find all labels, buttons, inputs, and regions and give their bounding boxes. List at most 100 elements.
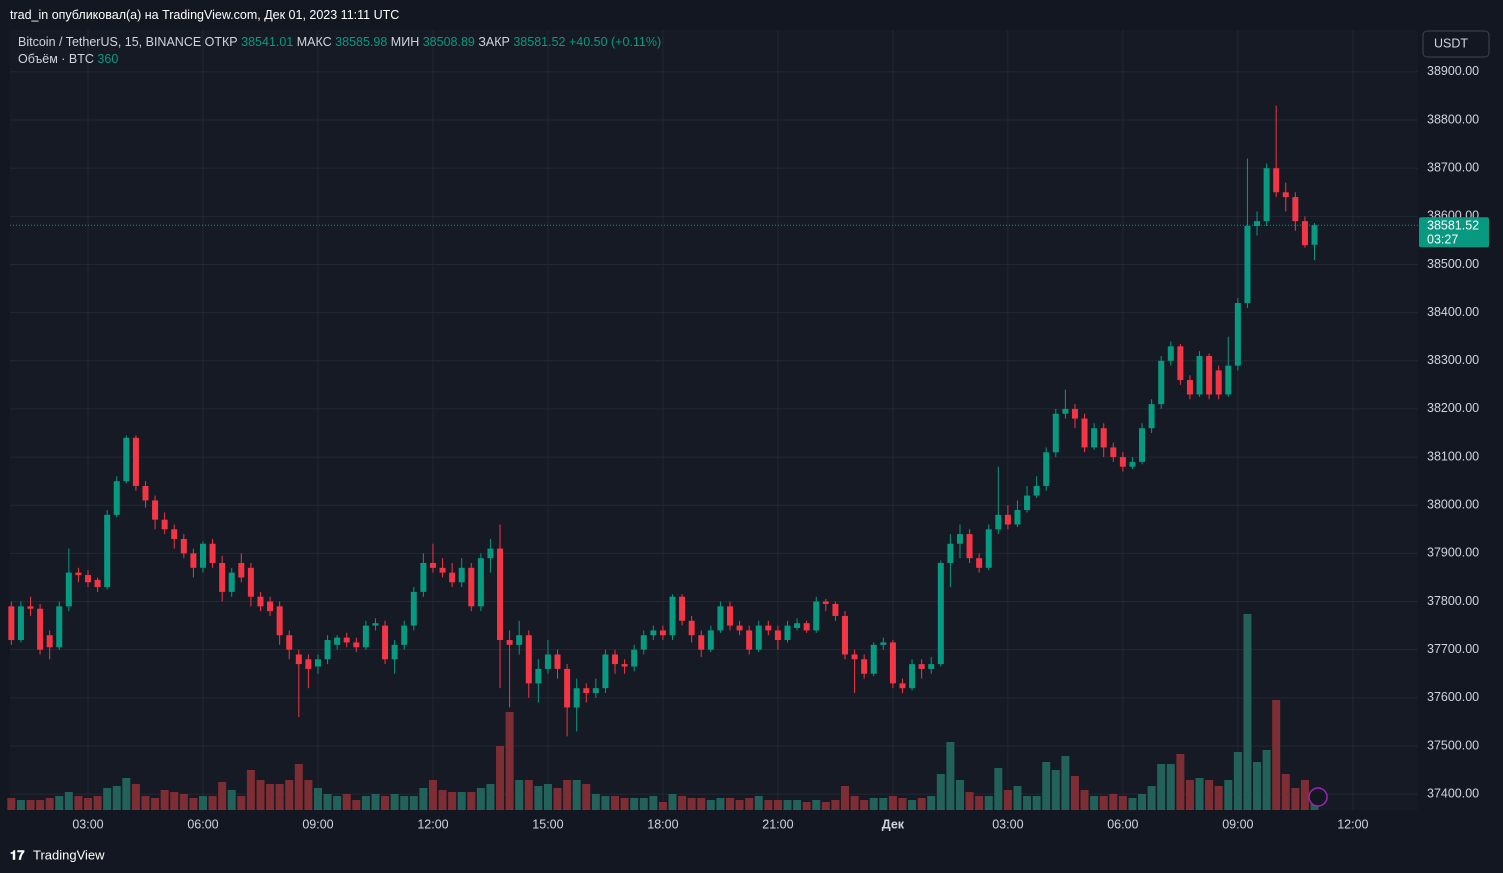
y-tick-label: 37700.00 — [1427, 642, 1479, 656]
volume-bar — [1003, 790, 1012, 810]
volume-bar — [381, 796, 390, 810]
volume-bar — [649, 796, 658, 810]
candle-body — [1273, 168, 1280, 193]
volume-bar — [1243, 614, 1252, 810]
candle-body — [956, 534, 963, 544]
volume-bar — [198, 796, 207, 810]
candle-body — [123, 437, 130, 482]
legend-item: ЗАКР — [478, 35, 510, 49]
volume-bar — [908, 800, 917, 810]
volume-bar — [323, 794, 332, 810]
currency-button[interactable] — [1422, 30, 1490, 58]
volume-bar — [313, 788, 322, 810]
volume-bar — [591, 794, 600, 810]
y-tick-label: 38300.00 — [1427, 353, 1479, 367]
volume-bar — [764, 800, 773, 810]
volume-bar — [1061, 756, 1070, 810]
candle-body — [94, 579, 101, 588]
candle-body — [659, 630, 666, 636]
candle-body — [535, 668, 542, 684]
volume-bar — [74, 796, 83, 810]
volume-bar — [840, 786, 849, 810]
volume-bar — [266, 784, 275, 810]
candle-body — [1177, 346, 1184, 381]
volume-bar — [869, 798, 878, 810]
candle-body — [1263, 168, 1270, 222]
y-tick-label: 37600.00 — [1427, 690, 1479, 704]
volume-bar — [515, 780, 524, 810]
candle-body — [1254, 221, 1261, 226]
volume-bar — [122, 778, 131, 810]
x-tick-label: 06:00 — [187, 817, 218, 831]
candle-body — [468, 567, 475, 607]
candle-body — [650, 630, 657, 636]
volume-bar — [7, 798, 16, 810]
candle-body — [937, 563, 944, 665]
candle-body — [1119, 457, 1126, 467]
volume-bar — [1138, 794, 1147, 810]
volume-bar — [706, 800, 715, 810]
volume-bar — [1051, 770, 1060, 810]
legend-item: 38585.98 — [335, 35, 387, 49]
candle-body — [640, 635, 647, 650]
candle-body — [861, 659, 868, 674]
volume-bar — [563, 780, 572, 810]
candle-body — [267, 601, 274, 612]
candle-body — [1052, 413, 1059, 453]
candle-body — [669, 596, 676, 636]
candle-body — [612, 654, 619, 665]
legend-item: 38541.01 — [241, 35, 293, 49]
volume-bar — [1262, 750, 1271, 810]
volume-bar — [141, 796, 150, 810]
volume-bar — [716, 798, 725, 810]
volume-bar — [687, 798, 696, 810]
candle-body — [573, 688, 580, 708]
volume-bar — [927, 796, 936, 810]
candle-body — [75, 572, 82, 576]
x-tick-label: 15:00 — [532, 817, 563, 831]
candle-body — [1091, 428, 1098, 448]
volume-bar — [55, 796, 64, 810]
volume-bar — [572, 780, 581, 810]
volume-bar — [620, 798, 629, 810]
volume-bar — [304, 780, 313, 810]
candle-body — [1071, 408, 1078, 419]
volume-bar — [821, 802, 830, 810]
candle-body — [8, 606, 15, 641]
volume-bar — [390, 794, 399, 810]
x-tick-label: 21:00 — [762, 817, 793, 831]
candle-body — [1081, 418, 1088, 448]
volume-bar — [1185, 780, 1194, 810]
plot-bg — [10, 30, 1418, 810]
y-tick-label: 38500.00 — [1427, 257, 1479, 271]
candle-body — [1014, 510, 1021, 525]
candle-body — [334, 637, 341, 645]
volume-bar — [1233, 752, 1242, 810]
volume-bar — [1099, 796, 1108, 810]
volume-bar — [371, 794, 380, 810]
candle-body — [190, 553, 197, 568]
volume-bar — [361, 796, 370, 810]
volume-bar — [294, 764, 303, 810]
candle-body — [487, 548, 494, 559]
candle-body — [774, 630, 781, 641]
candle-body — [219, 563, 226, 592]
y-tick-label: 38800.00 — [1427, 112, 1479, 126]
legend-item: Объём · BTC — [18, 52, 94, 66]
volume-bar — [476, 788, 485, 810]
volume-bar — [352, 800, 361, 810]
candle-body — [1215, 370, 1222, 395]
volume-bar — [1195, 778, 1204, 810]
volume-bar — [160, 790, 169, 810]
volume-bar — [1070, 776, 1079, 810]
volume-bar — [45, 798, 54, 810]
volume-bar — [16, 800, 25, 810]
candle-body — [401, 625, 408, 645]
volume-bar — [658, 802, 667, 810]
candle-body — [679, 596, 686, 621]
volume-bar — [1291, 788, 1300, 810]
candle-body — [314, 659, 321, 667]
candle-body — [286, 635, 293, 650]
candle-body — [928, 664, 935, 669]
y-tick-label: 38200.00 — [1427, 401, 1479, 415]
